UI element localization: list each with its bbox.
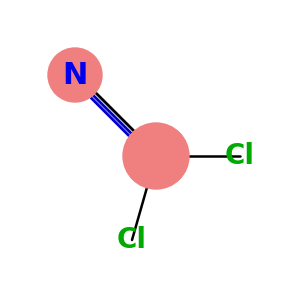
Circle shape bbox=[123, 123, 189, 189]
Circle shape bbox=[48, 48, 102, 102]
Text: Cl: Cl bbox=[225, 142, 255, 170]
Text: Cl: Cl bbox=[117, 226, 147, 254]
Text: N: N bbox=[62, 61, 88, 89]
